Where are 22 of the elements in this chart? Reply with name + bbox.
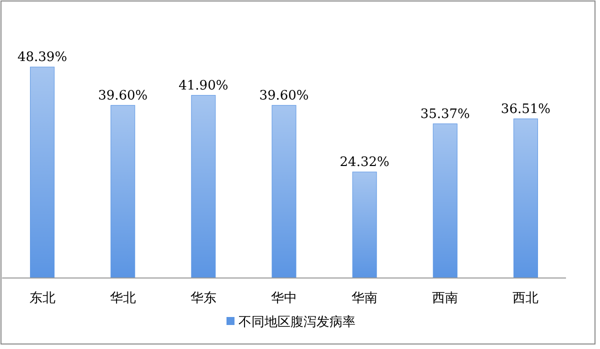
- data-label: 39.60%: [98, 88, 148, 104]
- x-tick-label: 西北: [512, 291, 539, 306]
- x-tick-label: 华东: [190, 291, 216, 306]
- x-tick-label: 华中: [271, 291, 297, 306]
- bar: [191, 95, 216, 278]
- bar: [513, 118, 538, 278]
- x-tick-label: 东北: [29, 291, 56, 306]
- bar: [110, 105, 136, 278]
- bar: [432, 124, 458, 278]
- x-tick-label: 西南: [432, 291, 458, 306]
- bar: [272, 105, 296, 278]
- bar: [352, 172, 377, 278]
- data-label: 39.60%: [259, 88, 309, 104]
- legend: 不同地区腹泻发病率: [226, 315, 356, 330]
- data-label: 41.90%: [178, 78, 228, 94]
- data-label: 36.51%: [500, 102, 551, 117]
- data-label: 48.39%: [17, 50, 68, 65]
- x-tick-label: 华南: [352, 291, 378, 306]
- data-label: 35.37%: [420, 106, 470, 122]
- bar: [30, 66, 55, 278]
- data-label: 24.32%: [340, 154, 390, 170]
- x-tick-label: 华北: [110, 291, 136, 306]
